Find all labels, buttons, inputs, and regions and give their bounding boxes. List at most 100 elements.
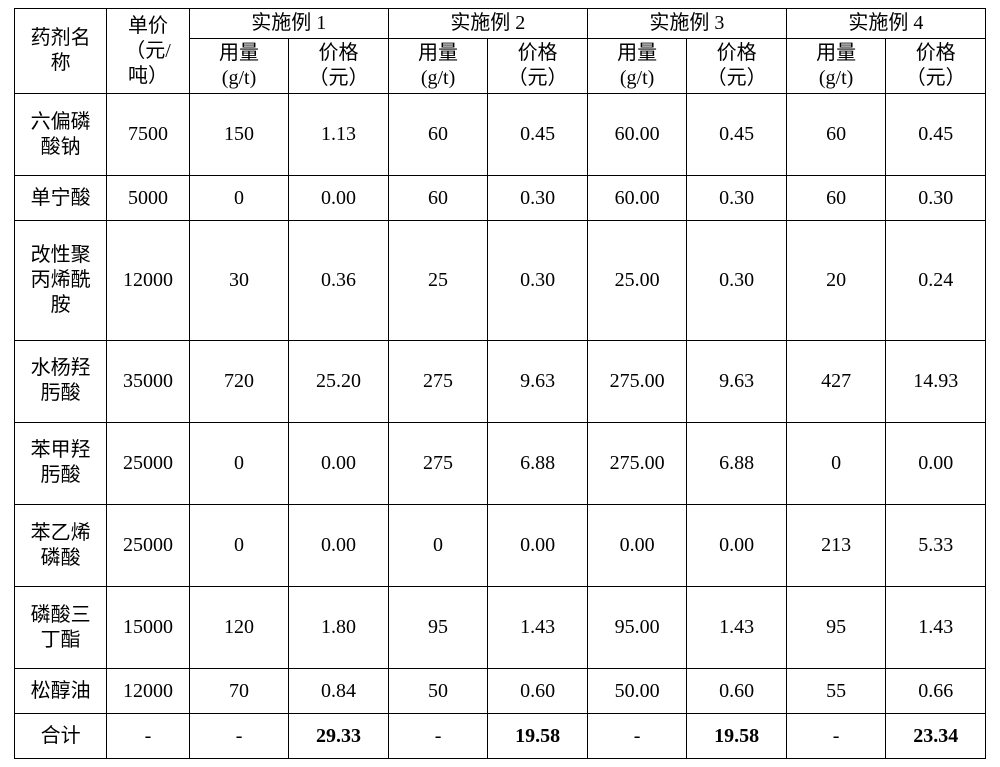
- cell-dosage: 0: [189, 176, 289, 221]
- cell-price: 6.88: [488, 422, 588, 504]
- cell-price: 0.45: [687, 94, 787, 176]
- col-subheader-dosage: 用量(g/t): [388, 39, 488, 94]
- cell-dosage: 60: [388, 176, 488, 221]
- cell-reagent-name: 改性聚丙烯酰胺: [15, 221, 107, 341]
- cell-price: 0.30: [488, 221, 588, 341]
- cell-price: 23.34: [886, 714, 986, 759]
- cell-dosage: 213: [786, 504, 886, 586]
- table-body: 六偏磷酸钠75001501.13600.4560.000.45600.45单宁酸…: [15, 94, 986, 759]
- cell-price: 0.00: [488, 504, 588, 586]
- col-subheader-dosage: 用量(g/t): [786, 39, 886, 94]
- cell-dosage: 427: [786, 340, 886, 422]
- cell-price: 0.00: [886, 422, 986, 504]
- cell-price: 6.88: [687, 422, 787, 504]
- cell-dosage: 60.00: [587, 176, 687, 221]
- cell-dosage: 50.00: [587, 669, 687, 714]
- cell-dosage: 275: [388, 340, 488, 422]
- col-header-reagent-name: 药剂名称: [15, 9, 107, 94]
- cell-dosage: 55: [786, 669, 886, 714]
- cell-price: 19.58: [687, 714, 787, 759]
- cell-price: 9.63: [687, 340, 787, 422]
- cell-unit-price: 35000: [107, 340, 190, 422]
- cell-unit-price: 7500: [107, 94, 190, 176]
- table-row: 苯乙烯磷酸2500000.0000.000.000.002135.33: [15, 504, 986, 586]
- cell-price: 0.60: [687, 669, 787, 714]
- cell-dosage: 120: [189, 587, 289, 669]
- cell-dosage: -: [388, 714, 488, 759]
- cell-dosage: 70: [189, 669, 289, 714]
- cell-dosage: 0: [189, 422, 289, 504]
- cell-price: 1.43: [886, 587, 986, 669]
- cell-dosage: 275: [388, 422, 488, 504]
- cell-reagent-name: 水杨羟肟酸: [15, 340, 107, 422]
- cell-price: 14.93: [886, 340, 986, 422]
- cell-dosage: 25.00: [587, 221, 687, 341]
- cell-unit-price: 12000: [107, 669, 190, 714]
- cell-price: 0.30: [886, 176, 986, 221]
- cell-price: 0.45: [488, 94, 588, 176]
- cell-unit-price: 12000: [107, 221, 190, 341]
- cell-price: 0.84: [289, 669, 389, 714]
- cell-price: 19.58: [488, 714, 588, 759]
- cell-price: 1.13: [289, 94, 389, 176]
- cell-dosage: 30: [189, 221, 289, 341]
- reagent-cost-table: 药剂名称 单价（元/吨） 实施例 1 实施例 2 实施例 3 实施例 4 用量(…: [14, 8, 986, 759]
- table-row: 改性聚丙烯酰胺12000300.36250.3025.000.30200.24: [15, 221, 986, 341]
- cell-price: 0.66: [886, 669, 986, 714]
- table-row: 松醇油12000700.84500.6050.000.60550.66: [15, 669, 986, 714]
- col-subheader-dosage: 用量(g/t): [189, 39, 289, 94]
- cell-unit-price: -: [107, 714, 190, 759]
- cell-dosage: 60: [388, 94, 488, 176]
- cell-dosage: 25: [388, 221, 488, 341]
- table-header: 药剂名称 单价（元/吨） 实施例 1 实施例 2 实施例 3 实施例 4 用量(…: [15, 9, 986, 94]
- cell-dosage: 60.00: [587, 94, 687, 176]
- cell-price: 0.30: [687, 221, 787, 341]
- cell-unit-price: 15000: [107, 587, 190, 669]
- cell-price: 0.30: [488, 176, 588, 221]
- cell-price: 0.36: [289, 221, 389, 341]
- cell-price: 25.20: [289, 340, 389, 422]
- cell-unit-price: 25000: [107, 504, 190, 586]
- cell-reagent-name: 苯甲羟肟酸: [15, 422, 107, 504]
- cell-price: 0.60: [488, 669, 588, 714]
- cell-price: 1.43: [687, 587, 787, 669]
- table-row: 磷酸三丁酯150001201.80951.4395.001.43951.43: [15, 587, 986, 669]
- cell-price: 0.00: [289, 422, 389, 504]
- cell-total-label: 合计: [15, 714, 107, 759]
- cell-price: 0.45: [886, 94, 986, 176]
- cell-price: 0.00: [289, 176, 389, 221]
- cell-dosage: 0: [189, 504, 289, 586]
- cell-price: 1.43: [488, 587, 588, 669]
- cell-dosage: 0: [786, 422, 886, 504]
- cell-price: 0.00: [687, 504, 787, 586]
- col-header-example-2: 实施例 2: [388, 9, 587, 39]
- cell-dosage: 20: [786, 221, 886, 341]
- cell-price: 0.24: [886, 221, 986, 341]
- col-header-example-1: 实施例 1: [189, 9, 388, 39]
- cell-dosage: 95.00: [587, 587, 687, 669]
- cell-reagent-name: 松醇油: [15, 669, 107, 714]
- cell-unit-price: 5000: [107, 176, 190, 221]
- cell-dosage: 0.00: [587, 504, 687, 586]
- cell-reagent-name: 磷酸三丁酯: [15, 587, 107, 669]
- cell-dosage: 60: [786, 176, 886, 221]
- cell-price: 0.00: [289, 504, 389, 586]
- cell-dosage: -: [189, 714, 289, 759]
- cell-price: 9.63: [488, 340, 588, 422]
- table-row: 六偏磷酸钠75001501.13600.4560.000.45600.45: [15, 94, 986, 176]
- cell-dosage: -: [786, 714, 886, 759]
- cell-dosage: 60: [786, 94, 886, 176]
- cell-reagent-name: 苯乙烯磷酸: [15, 504, 107, 586]
- cell-reagent-name: 单宁酸: [15, 176, 107, 221]
- col-subheader-price: 价格（元）: [289, 39, 389, 94]
- col-subheader-price: 价格（元）: [488, 39, 588, 94]
- col-subheader-price: 价格（元）: [886, 39, 986, 94]
- col-subheader-price: 价格（元）: [687, 39, 787, 94]
- cell-dosage: 150: [189, 94, 289, 176]
- col-header-example-3: 实施例 3: [587, 9, 786, 39]
- col-subheader-dosage: 用量(g/t): [587, 39, 687, 94]
- cell-reagent-name: 六偏磷酸钠: [15, 94, 107, 176]
- cell-dosage: 0: [388, 504, 488, 586]
- cell-dosage: 275.00: [587, 340, 687, 422]
- table-total-row: 合计--29.33-19.58-19.58-23.34: [15, 714, 986, 759]
